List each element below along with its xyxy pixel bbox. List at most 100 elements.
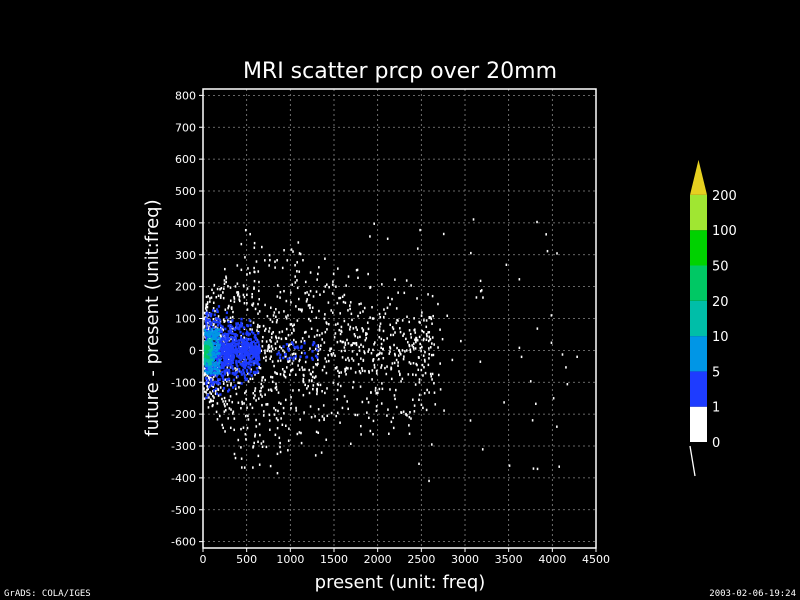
scatter-point: [212, 375, 215, 378]
scatter-point: [391, 297, 393, 301]
scatter-point: [225, 345, 228, 348]
scatter-point: [220, 360, 223, 364]
scatter-point: [254, 387, 257, 390]
scatter-point: [208, 377, 210, 380]
scatter-point: [247, 418, 250, 421]
scatter-point: [317, 349, 320, 353]
scatter-point: [369, 316, 371, 319]
scatter-point: [326, 387, 328, 390]
scatter-point: [392, 333, 395, 337]
scatter-point: [244, 366, 247, 370]
scatter-point: [235, 342, 238, 346]
scatter-point: [430, 375, 433, 378]
scatter-point: [216, 392, 219, 396]
scatter-point: [248, 366, 251, 370]
scatter-point: [313, 341, 316, 345]
scatter-point: [216, 364, 219, 368]
scatter-point: [240, 382, 243, 385]
scatter-point: [298, 431, 301, 434]
scatter-point: [281, 266, 284, 270]
scatter-point: [308, 293, 310, 297]
scatter-point: [246, 355, 250, 358]
scatter-point: [240, 343, 243, 346]
scatter-point: [234, 351, 237, 355]
scatter-point: [305, 300, 308, 303]
scatter-point: [314, 347, 317, 351]
scatter-point: [475, 296, 478, 299]
scatter-point: [423, 392, 426, 395]
scatter-point: [402, 410, 405, 413]
scatter-point: [389, 303, 391, 306]
scatter-point: [267, 345, 270, 348]
scatter-point: [370, 391, 372, 394]
scatter-point: [242, 293, 245, 297]
scatter-point: [313, 335, 316, 338]
scatter-point: [405, 337, 407, 341]
scatter-point: [408, 415, 411, 419]
scatter-point: [338, 371, 341, 375]
scatter-point: [270, 375, 272, 379]
scatter-point: [242, 346, 245, 349]
scatter-point: [217, 368, 220, 372]
scatter-point: [217, 305, 221, 308]
scatter-point: [303, 368, 306, 371]
scatter-point: [211, 309, 215, 312]
scatter-point: [251, 304, 254, 307]
scatter-point: [216, 287, 219, 291]
scatter-point: [219, 296, 222, 299]
scatter-point: [303, 351, 307, 355]
scatter-point: [401, 377, 404, 381]
scatter-point: [225, 342, 229, 346]
scatter-point: [215, 387, 218, 391]
scatter-point: [218, 321, 221, 325]
scatter-point: [250, 368, 253, 371]
scatter-point: [253, 270, 256, 274]
scatter-point: [212, 326, 215, 329]
scatter-point: [282, 349, 284, 352]
scatter-point: [224, 378, 227, 381]
scatter-point: [389, 333, 392, 337]
scatter-point: [393, 394, 396, 397]
scatter-point: [337, 322, 339, 325]
scatter-point: [356, 268, 359, 272]
scatter-point: [300, 340, 303, 343]
scatter-point: [339, 296, 342, 300]
scatter-point: [228, 358, 230, 361]
scatter-point: [253, 335, 256, 339]
scatter-point: [252, 363, 255, 367]
scatter-point: [208, 336, 211, 340]
scatter-point: [217, 294, 220, 297]
scatter-point: [225, 368, 228, 371]
scatter-point: [288, 343, 290, 346]
scatter-point: [290, 301, 292, 304]
scatter-point: [439, 388, 442, 391]
scatter-point: [312, 384, 315, 387]
scatter-point: [231, 348, 235, 352]
scatter-point: [336, 411, 339, 414]
scatter-point: [248, 347, 252, 350]
scatter-point: [324, 391, 326, 395]
scatter-point: [268, 330, 270, 333]
scatter-point: [255, 338, 258, 341]
scatter-point: [395, 307, 398, 310]
scatter-point: [416, 363, 418, 367]
scatter-point: [229, 320, 232, 323]
scatter-point: [336, 388, 339, 392]
scatter-point: [227, 368, 231, 372]
scatter-point: [251, 377, 254, 381]
scatter-point: [413, 328, 416, 332]
scatter-point: [246, 287, 249, 290]
scatter-point: [236, 291, 238, 294]
scatter-point: [365, 337, 368, 340]
scatter-point: [300, 441, 303, 445]
scatter-point: [255, 351, 258, 354]
scatter-point: [297, 308, 300, 311]
scatter-point: [384, 312, 387, 315]
scatter-point: [310, 416, 313, 419]
scatter-point: [232, 378, 235, 382]
scatter-point: [292, 343, 295, 346]
scatter-point: [349, 301, 352, 304]
scatter-point: [207, 338, 210, 341]
scatter-point: [231, 327, 234, 330]
scatter-point: [372, 359, 374, 363]
